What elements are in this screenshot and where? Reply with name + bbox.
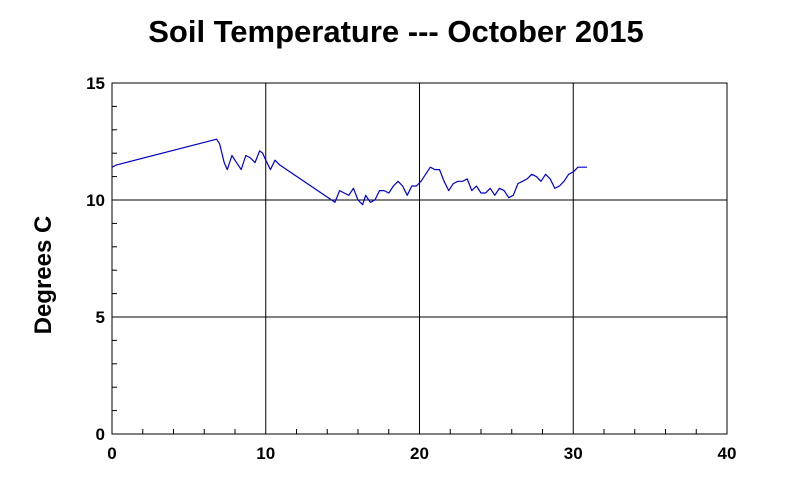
minor-ticks (112, 105, 697, 434)
series-lines (111, 138, 588, 206)
tick-labels: 0 10 20 30 40 0 5 10 15 (86, 74, 736, 463)
y-tick-label: 10 (86, 191, 105, 210)
plot-frame (111, 82, 728, 435)
y-tick-label: 15 (86, 74, 105, 93)
x-tick-label: 20 (410, 444, 429, 463)
x-tick-label: 30 (564, 444, 583, 463)
y-tick-label: 0 (96, 425, 105, 444)
x-tick-label: 10 (256, 444, 275, 463)
chart-title: Soil Temperature --- October 2015 (148, 14, 644, 49)
series-line-1 (111, 138, 588, 206)
gridlines (112, 83, 727, 434)
y-tick-label: 5 (96, 308, 105, 327)
x-tick-label: 0 (107, 444, 116, 463)
x-tick-label: 40 (718, 444, 737, 463)
